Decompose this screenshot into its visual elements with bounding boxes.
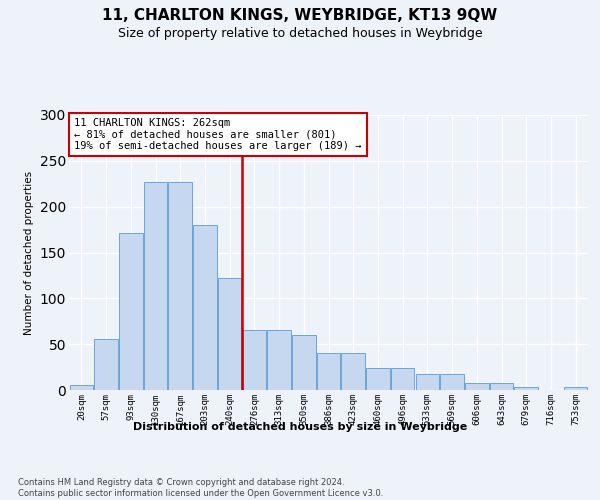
Bar xyxy=(242,330,266,390)
Bar xyxy=(465,382,488,390)
Bar xyxy=(440,374,464,390)
Bar xyxy=(391,368,415,390)
Bar xyxy=(341,354,365,390)
Text: Contains HM Land Registry data © Crown copyright and database right 2024.
Contai: Contains HM Land Registry data © Crown c… xyxy=(18,478,383,498)
Bar xyxy=(317,354,340,390)
Bar xyxy=(169,182,192,390)
Bar xyxy=(292,335,316,390)
Bar xyxy=(144,182,167,390)
Bar xyxy=(564,387,587,390)
Bar xyxy=(514,387,538,390)
Bar xyxy=(193,225,217,390)
Bar xyxy=(70,384,93,390)
Text: 11, CHARLTON KINGS, WEYBRIDGE, KT13 9QW: 11, CHARLTON KINGS, WEYBRIDGE, KT13 9QW xyxy=(103,8,497,22)
Y-axis label: Number of detached properties: Number of detached properties xyxy=(24,170,34,334)
Bar xyxy=(119,233,143,390)
Bar xyxy=(94,338,118,390)
Bar xyxy=(218,278,241,390)
Text: Distribution of detached houses by size in Weybridge: Distribution of detached houses by size … xyxy=(133,422,467,432)
Bar xyxy=(490,382,513,390)
Text: 11 CHARLTON KINGS: 262sqm
← 81% of detached houses are smaller (801)
19% of semi: 11 CHARLTON KINGS: 262sqm ← 81% of detac… xyxy=(74,118,362,151)
Bar xyxy=(416,374,439,390)
Bar xyxy=(366,368,389,390)
Text: Size of property relative to detached houses in Weybridge: Size of property relative to detached ho… xyxy=(118,28,482,40)
Bar xyxy=(268,330,291,390)
